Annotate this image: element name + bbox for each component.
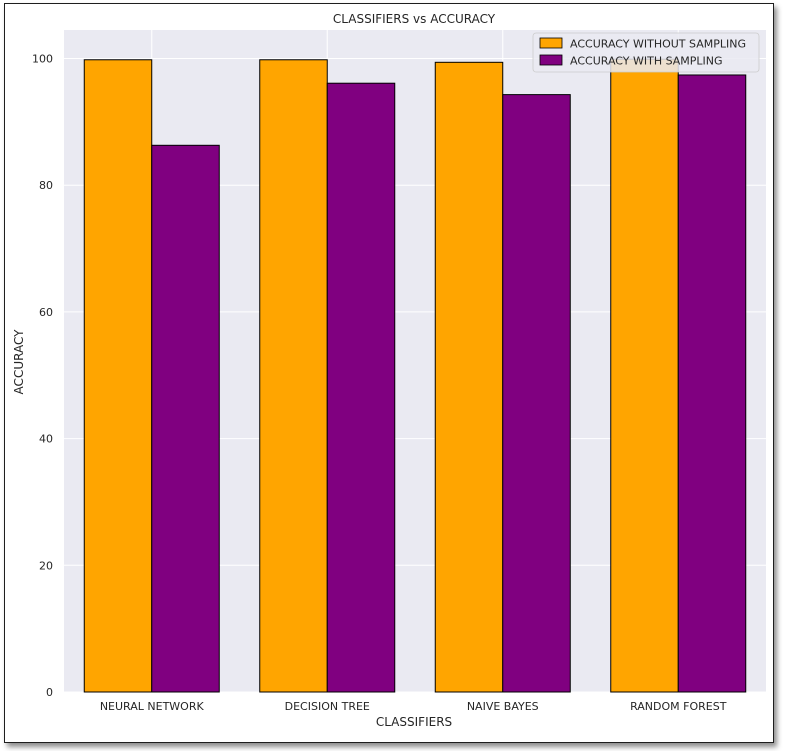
chart-title: CLASSIFIERS vs ACCURACY	[333, 12, 496, 26]
y-tick-labels: 0 20 40 60 80 100	[32, 53, 53, 699]
bar-with-sampling-1	[326, 82, 396, 693]
bar-without-sampling-2	[434, 61, 504, 693]
x-tick-label: DECISION TREE	[285, 700, 370, 713]
legend-swatch-with-sampling	[539, 54, 563, 66]
bar-without-sampling-1	[259, 59, 328, 693]
x-tick-labels: NEURAL NETWORK DECISION TREE NAIVE BAYES RA…	[100, 700, 727, 713]
legend: ACCURACY WITHOUT SAMPLING ACCURACY WITH …	[532, 32, 760, 73]
y-tick-label: 40	[39, 433, 53, 446]
bars	[83, 58, 747, 693]
bar-without-sampling-0	[83, 59, 153, 693]
legend-swatch-without-sampling	[539, 37, 563, 49]
y-tick-label: 20	[39, 559, 53, 572]
bar-without-sampling-3	[610, 58, 679, 693]
bar-with-sampling-0	[151, 144, 220, 693]
x-tick-label: RANDOM FOREST	[630, 700, 727, 713]
y-tick-label: 60	[39, 306, 53, 319]
legend-label-with-sampling: ACCURACY WITH SAMPLING	[570, 55, 723, 68]
y-tick-label: 100	[32, 53, 53, 66]
y-axis-label: ACCURACY	[12, 329, 26, 395]
x-axis-label: CLASSIFIERS	[376, 715, 452, 729]
bar-with-sampling-3	[677, 74, 747, 693]
y-tick-label: 80	[39, 179, 53, 192]
x-tick-label: NAIVE BAYES	[467, 700, 539, 713]
legend-label-without-sampling: ACCURACY WITHOUT SAMPLING	[570, 38, 746, 51]
bar-with-sampling-2	[502, 94, 571, 693]
legend-box	[532, 32, 760, 73]
y-tick-label: 0	[46, 686, 53, 699]
x-tick-label: NEURAL NETWORK	[100, 700, 205, 713]
